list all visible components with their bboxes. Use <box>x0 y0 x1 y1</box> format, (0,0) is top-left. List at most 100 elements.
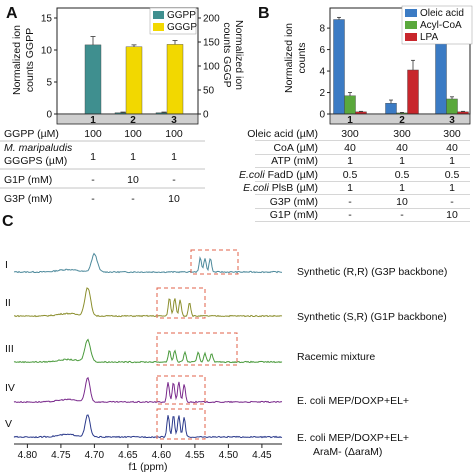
bar-acyl-coa-lane-3 <box>446 98 458 115</box>
lane-b-1: 1 <box>347 115 353 126</box>
trace-ii-roman: II <box>5 297 11 309</box>
legend-oleic-label: Oleic acid <box>420 8 464 19</box>
cond-b-2-v2: 1 <box>399 155 405 167</box>
y-b-label-line1: Normalized ion <box>283 23 295 93</box>
y-b-label-line2: counts <box>296 43 308 74</box>
trace-iv-description: E. coli MEP/DOXP+EL+ <box>297 395 409 407</box>
c-x-tick-label: 4.50 <box>219 450 239 461</box>
legend-oleic-swatch <box>405 9 417 17</box>
cond-b-1-label: CoA (µM) <box>273 142 318 154</box>
trace-i-roman: I <box>5 259 8 271</box>
lane-b-3: 3 <box>449 115 455 126</box>
highlight-box-iii <box>156 332 238 366</box>
legend-acylcoa-swatch <box>405 21 417 29</box>
cond-a-0-label: GGPP (µM) <box>4 128 59 140</box>
cond-a-2-v3: 1 <box>171 151 177 163</box>
cond-a-3-v1: - <box>91 174 95 186</box>
panel-c-trace-labels: I II III IV V Synthetic (R,R) (G3P backb… <box>5 259 447 458</box>
panel-c-x-ticks: 4.80 4.75 4.70 4.65 4.60 4.55 4.50 4.45 <box>18 444 272 461</box>
trace-v-roman: V <box>5 418 12 430</box>
trace-v-description-line2: AraM- (ΔaraM) <box>313 446 382 458</box>
trace-i-description: Synthetic (R,R) (G3P backbone) <box>297 266 447 278</box>
legend-ggpp-swatch <box>153 11 164 19</box>
cond-b-0-v1: 300 <box>341 128 359 140</box>
cond-b-1-v1: 40 <box>344 142 356 154</box>
cond-a-0-v2: 100 <box>124 128 142 140</box>
lane-a-1: 1 <box>90 115 96 126</box>
c-x-tick-label: 4.80 <box>18 450 38 461</box>
cond-b-5-v2: 10 <box>396 196 408 208</box>
cond-b-6-label: G1P (mM) <box>270 209 318 221</box>
cond-b-3-v2: 0.5 <box>395 169 410 181</box>
nmr-trace-v <box>13 414 283 439</box>
cond-b-0-v3: 300 <box>443 128 461 140</box>
a-left-tick-label: 15 <box>41 14 53 25</box>
panel-a-y-left-label: Normalized ion counts GGPP <box>11 25 36 95</box>
lane-a-2: 2 <box>130 115 136 126</box>
a-right-tick-label: 150 <box>203 38 220 49</box>
panel-b-label: B <box>258 5 270 22</box>
lane-a-3: 3 <box>171 115 177 126</box>
cond-a-3-v3: - <box>172 174 176 186</box>
highlight-box-v <box>156 408 206 440</box>
legend-acylcoa-label: Acyl-CoA <box>420 20 462 31</box>
cond-b-1-v2: 40 <box>396 142 408 154</box>
cond-b-3-v1: 0.5 <box>343 169 358 181</box>
panel-a-bars <box>84 36 184 115</box>
panel-a-label: A <box>6 5 18 22</box>
y-right-label-line2: counts GGGP <box>221 22 233 87</box>
legend-lpa-swatch <box>405 33 417 41</box>
panel-a-lane-strip <box>56 113 199 125</box>
b-tick-label: 6 <box>319 45 325 56</box>
panel-c-highlight-boxes <box>156 249 239 440</box>
cond-a-3-v2: 10 <box>127 174 139 186</box>
cond-a-4-v1: - <box>91 193 95 205</box>
nmr-trace-iii <box>13 338 283 364</box>
c-x-tick-label: 4.55 <box>185 450 205 461</box>
bar-acyl-coa-lane-1 <box>344 95 356 115</box>
cond-b-6-v2: - <box>400 209 404 221</box>
panel-c-x-label: f1 (ppm) <box>128 461 167 473</box>
cond-a-4-label: G3P (mM) <box>4 193 52 205</box>
trace-ii-description: Synthetic (S,R) (G1P backbone) <box>297 311 447 323</box>
panel-c-traces <box>13 252 283 439</box>
a-left-tick-label: 5 <box>46 78 52 89</box>
bar-oleic-acid-lane-2 <box>385 103 397 115</box>
legend-gggp-label: GGGP <box>167 22 197 33</box>
panel-b-y-axis: 0 2 4 6 8 <box>319 24 330 121</box>
bar-oleic-acid-lane-3 <box>435 42 447 115</box>
cond-b-0-label: Oleic acid (µM) <box>247 128 318 140</box>
cond-a-4-v2: - <box>131 193 135 205</box>
y-left-label-line1: Normalized ion <box>11 25 23 95</box>
panel-a-right-axis: 0 50 100 150 200 <box>198 14 220 121</box>
cond-b-3-v3: 0.5 <box>445 169 460 181</box>
cond-a-1-label: M. maripaludis <box>4 142 73 154</box>
c-x-tick-label: 4.45 <box>252 450 272 461</box>
b-tick-label: 2 <box>319 88 325 99</box>
legend-lpa-label: LPA <box>420 32 438 43</box>
cond-b-4-v2: 1 <box>399 182 405 194</box>
panel-b-lane-strip <box>329 113 471 125</box>
panel-b-y-label: Normalized ion counts <box>283 23 308 93</box>
c-x-tick-label: 4.65 <box>118 450 138 461</box>
c-x-tick-label: 4.75 <box>51 450 71 461</box>
nmr-trace-iv <box>13 376 283 404</box>
panel-a-conditions: GGPP (µM) 100 100 100 M. maripaludis GGG… <box>0 128 205 205</box>
cond-a-2-label: GGGPS (µM) <box>4 155 67 167</box>
nmr-trace-i <box>13 252 283 274</box>
cond-b-2-label: ATP (mM) <box>271 155 318 167</box>
a-right-tick-label: 0 <box>203 110 209 121</box>
cond-a-0-v1: 100 <box>84 128 102 140</box>
cond-b-6-v3: 10 <box>446 209 458 221</box>
trace-v-description: E. coli MEP/DOXP+EL+ <box>297 432 409 444</box>
a-left-tick-label: 10 <box>41 46 53 57</box>
legend-gggp-swatch <box>153 23 164 31</box>
nmr-trace-ii <box>13 287 283 318</box>
a-right-tick-label: 100 <box>203 62 220 73</box>
cond-b-4-v1: 1 <box>347 182 353 194</box>
a-left-tick-label: 0 <box>46 110 52 121</box>
cond-b-6-v1: - <box>348 209 352 221</box>
b-tick-label: 0 <box>319 110 325 121</box>
cond-b-3-label: E.coli FadD (µM) <box>239 169 318 181</box>
